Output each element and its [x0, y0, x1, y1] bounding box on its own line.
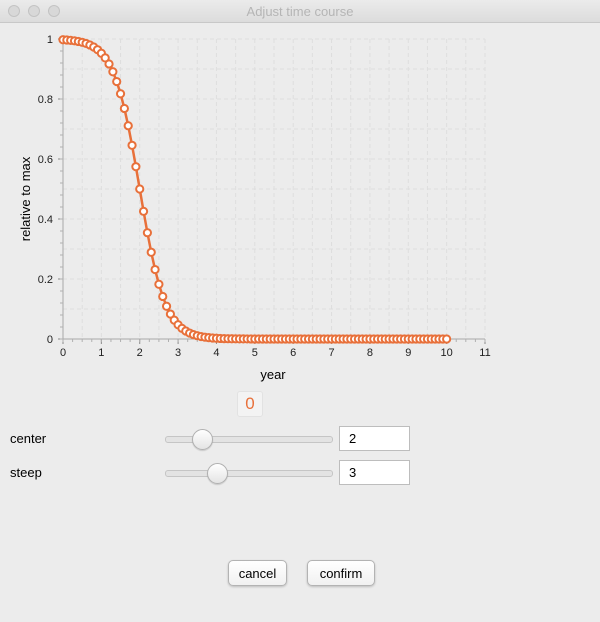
data-point [138, 206, 149, 216]
data-point [146, 247, 156, 257]
data-point [158, 291, 168, 302]
steep-label: steep [10, 465, 42, 480]
center-input[interactable] [339, 426, 410, 451]
series-group [58, 35, 452, 344]
data-point [115, 89, 126, 99]
y-tick-label: 0.8 [38, 94, 53, 106]
center-label: center [10, 431, 47, 446]
y-tick-label: 0.6 [38, 154, 53, 166]
data-point [131, 162, 141, 172]
x-tick-label: 1 [98, 347, 104, 359]
zoom-window-button[interactable] [48, 5, 60, 17]
window-title: Adjust time course [246, 4, 354, 19]
steep-slider-track[interactable] [165, 470, 333, 477]
center-slider[interactable] [165, 428, 333, 450]
x-tick-label: 4 [213, 347, 219, 359]
close-window-button[interactable] [8, 5, 20, 17]
confirm-button[interactable]: confirm [307, 560, 375, 586]
data-point [142, 228, 152, 238]
y-tick-label: 1 [47, 34, 53, 46]
y-axis-label: relative to max [18, 156, 33, 241]
data-point [112, 76, 122, 87]
data-point [154, 279, 164, 289]
x-tick-label: 3 [175, 347, 181, 359]
center-slider-track[interactable] [165, 436, 333, 443]
data-point [104, 59, 114, 69]
y-tick-label: 0 [47, 334, 53, 346]
x-tick-label: 2 [137, 347, 143, 359]
x-tick-label: 7 [328, 347, 334, 359]
time-course-chart: 0 1 2 3 4 5 6 7 8 9 10 11 0 0.2 0.4 0.6 0.8 1 year relative… [18, 34, 491, 382]
steep-input[interactable] [339, 460, 410, 485]
data-point [150, 264, 160, 275]
data-point [123, 121, 133, 131]
title-bar: Adjust time course [0, 0, 600, 23]
steep-slider[interactable] [165, 462, 333, 484]
x-tick-label: 11 [479, 347, 490, 359]
cancel-button[interactable]: cancel [228, 560, 287, 586]
data-point [119, 103, 129, 114]
x-tick-label: 8 [367, 347, 373, 359]
data-point [108, 67, 118, 77]
x-axis-label: year [260, 367, 286, 382]
data-point [442, 334, 452, 344]
y-tick-label: 0.2 [38, 274, 53, 286]
y-tick-label: 0.4 [38, 214, 53, 226]
value-display: 0 [237, 391, 263, 417]
center-slider-thumb[interactable] [191, 429, 213, 450]
x-tick-label: 5 [252, 347, 258, 359]
x-tick-label: 10 [441, 347, 453, 359]
data-point [161, 301, 172, 311]
x-tick-label: 6 [290, 347, 296, 359]
data-point [127, 140, 137, 150]
data-point [135, 184, 145, 194]
minimize-window-button[interactable] [28, 5, 40, 17]
x-tick-label: 0 [60, 347, 66, 359]
x-tick-label: 9 [405, 347, 411, 359]
steep-slider-thumb[interactable] [207, 463, 229, 484]
